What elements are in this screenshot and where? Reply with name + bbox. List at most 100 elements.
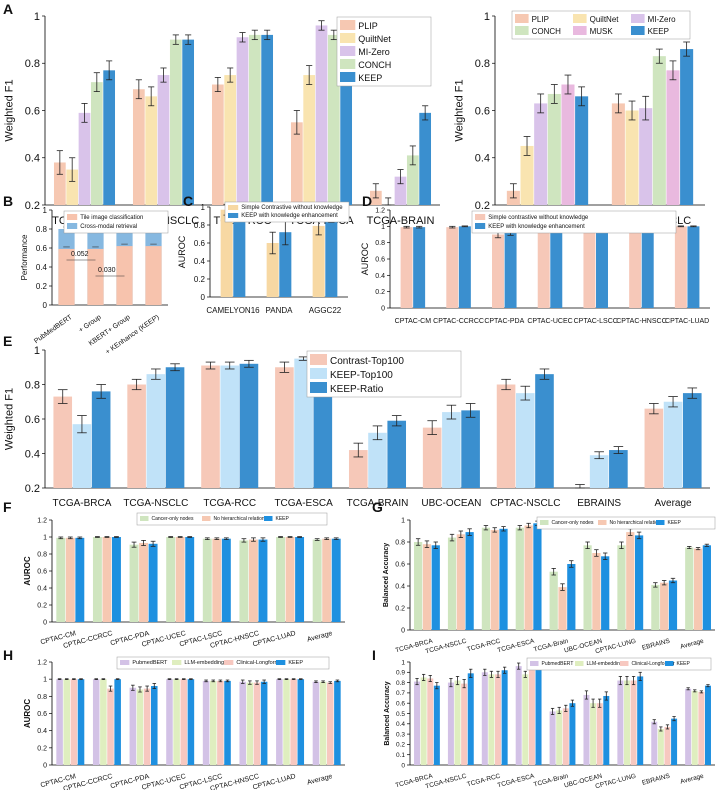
annotation-label: 0.052 [71,251,89,258]
bar [499,528,508,630]
bar [674,226,687,308]
bar [561,84,575,205]
y-tick-label: 0.4 [475,153,490,165]
bar [224,680,231,765]
legend-box [306,350,462,398]
y-tick-label: 0.4 [36,263,48,272]
bar [187,679,195,765]
legend-label: LLM-embedding [587,661,623,667]
bar [220,209,233,297]
bar [550,226,563,308]
x-tick-label: TCGA-RCC [203,498,256,509]
legend-label: KEEP with knowledge enhancement [241,213,338,219]
bar [102,537,112,622]
legend-label: MI-Zero [648,15,677,24]
bar [201,365,220,488]
legend-swatch [340,20,356,30]
y-axis-label: Weighted F1 [453,79,465,141]
bar [132,89,145,205]
bar [495,674,502,765]
bar [682,393,702,488]
bar [442,412,461,488]
bar [456,534,465,630]
bar [157,75,170,205]
x-tick-label: EBRAINS [577,498,621,509]
bar [634,535,644,630]
bar [549,711,556,765]
bar [348,450,368,488]
y-tick-label: 0 [43,619,47,626]
bar [626,532,635,630]
bar [331,538,341,622]
x-tick-label: TCGA-ESCA [274,498,333,509]
y-tick-label: 1.2 [37,659,47,666]
bar [236,37,249,206]
bar [148,543,158,622]
y-tick-label: 0.2 [25,200,40,212]
legend-label: CONCH [358,60,391,70]
bar [617,545,626,630]
panel-h: H00.20.40.60.811.2AUROCCPTAC-CMCPTAC-CCR… [3,647,345,790]
legend-swatch [631,14,645,23]
x-tick-label: PANDA [266,306,294,315]
bar [387,420,407,488]
legend-label: KEEP [677,661,691,667]
bar [248,34,261,206]
bar [504,232,517,308]
x-tick-label: TCGA-ESCA [497,772,536,789]
bar [334,680,341,765]
bar [501,670,508,765]
panel-f: F00.20.40.60.811.2AUROCCPTAC-CMCPTAC-CCR… [3,499,345,650]
legend-label: MUSK [590,27,614,36]
bar [698,691,705,765]
y-tick-label: 0 [401,762,405,769]
y-axis-label: AUROC [23,699,32,729]
y-axis-label: AUROC [177,235,187,268]
x-tick-label: Average [679,773,704,786]
y-tick-label: 1 [381,224,385,231]
x-tick-label: CPTAC-CM [395,318,432,325]
bar [481,527,491,630]
annotation-label: 0.030 [98,267,116,274]
bar [319,681,327,765]
y-tick-label: 0 [43,762,47,769]
legend-box [224,201,350,223]
bar [569,703,576,765]
legend-swatch [573,14,587,23]
bar [549,571,558,630]
legend-label: KEEP with knowledge enhancement [488,224,585,230]
legend-swatch [120,660,130,665]
bar [182,39,195,205]
panel-c: C 0 0.2 0.4 0.6 0.8 1 AUROC CAMELYON16 PANDA AGGC2… [177,193,350,315]
y-tick-label: 0 [43,301,48,310]
y-tick-label: 0.9 [396,670,405,677]
bar [224,75,237,205]
y-tick-label: 0.8 [25,379,40,391]
y-tick-label: 0.6 [25,105,40,117]
legend-swatch [67,223,78,229]
bar [601,556,610,630]
legend-label: Cross-modal retrieval [80,224,137,230]
x-tick-label: EBRAINS [641,638,671,652]
y-tick-label: 0.5 [396,711,405,718]
y-tick-label: 1 [201,203,206,212]
legend-label: Tile image classification [80,215,143,221]
bar [623,680,630,765]
x-tick-label: CPTAC-UCEC [527,318,572,325]
x-tick-label: TCGA-NSCLC [123,498,188,509]
y-tick-label: 0.4 [194,257,206,266]
legend-label: Cancer-only nodes [152,516,194,522]
bar [56,537,66,622]
y-tick-label: 0.8 [396,680,405,687]
y-tick-label: 0.4 [375,273,385,280]
panel-letter: C [183,193,193,209]
bar [246,682,254,765]
bar [151,686,158,765]
bar [420,677,427,765]
bar [558,587,567,630]
bar [340,20,353,205]
legend-label: MI-Zero [358,47,390,57]
bar [233,211,246,297]
y-tick-label: 1 [484,11,490,23]
